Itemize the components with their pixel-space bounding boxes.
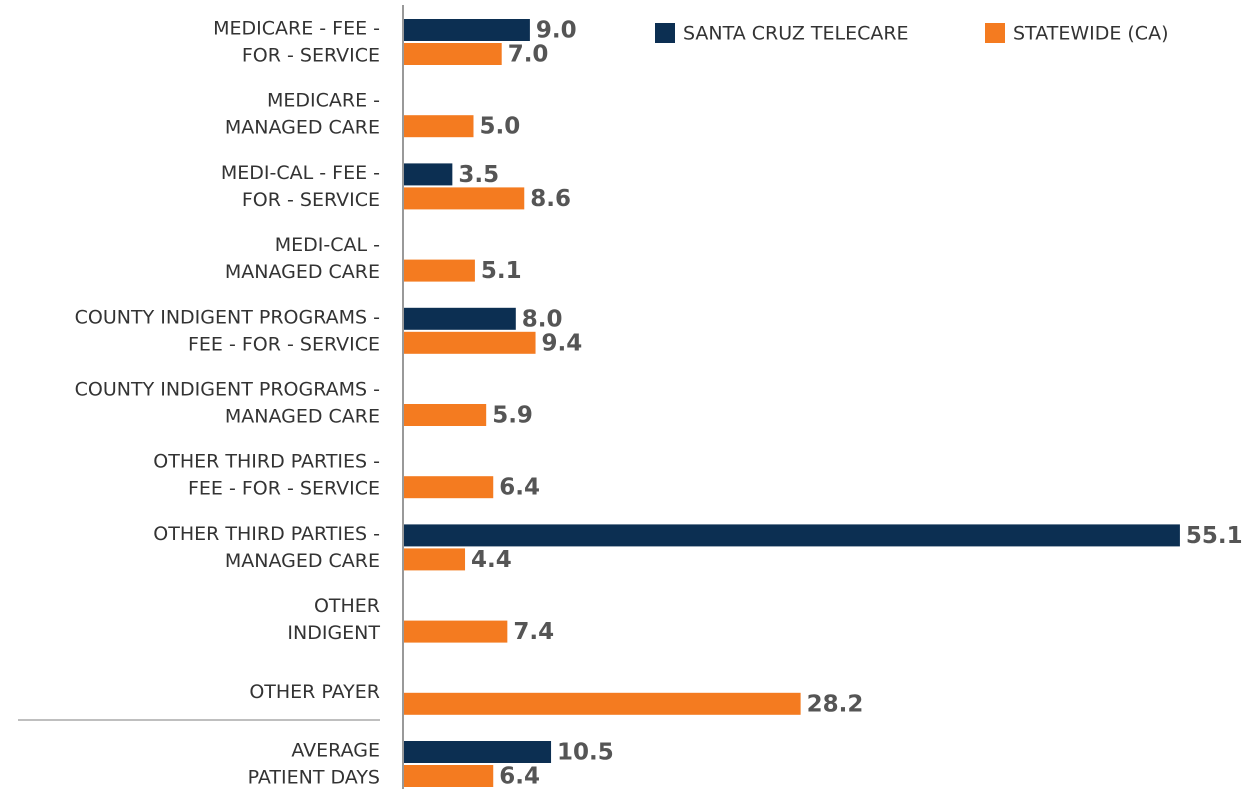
category-label-line: PATIENT DAYS (248, 766, 380, 788)
category-label: OTHER INDIGENT (287, 595, 380, 644)
value-label: 5.9 (492, 403, 533, 429)
category-label: OTHER THIRD PARTIES - FEE - FOR - SERVICE (153, 450, 380, 499)
bar (403, 404, 487, 426)
legend-label: STATEWIDE (CA) (1013, 23, 1168, 45)
value-label: 9.0 (536, 18, 577, 44)
category-label-line: MEDICARE - (267, 89, 380, 111)
category-label-line: MEDI-CAL - (275, 234, 380, 256)
value-label: 6.4 (499, 764, 540, 789)
value-label: 9.4 (542, 330, 583, 356)
legend-swatch (985, 23, 1005, 43)
bar (403, 476, 494, 499)
category-label: MEDICARE - MANAGED CARE (225, 89, 380, 138)
category-label-line: OTHER THIRD PARTIES - (153, 522, 380, 544)
category-label: MEDI-CAL - MANAGED CARE (225, 234, 380, 283)
category-label-line: MEDI-CAL - FEE - (221, 161, 380, 183)
bar (403, 259, 475, 282)
category-label: COUNTY INDIGENT PROGRAMS - MANAGED CARE (75, 378, 380, 427)
category-label-line: MANAGED CARE (225, 116, 380, 138)
value-label: 5.1 (481, 258, 522, 284)
bar (403, 620, 508, 643)
category-label: COUNTY INDIGENT PROGRAMS - FEE - FOR - SE… (75, 306, 380, 355)
category-label-line: COUNTY INDIGENT PROGRAMS - (75, 378, 380, 400)
category-label: AVERAGE PATIENT DAYS (248, 739, 380, 788)
category-label-line: OTHER PAYER (249, 680, 380, 702)
bar (403, 692, 801, 715)
bar (403, 43, 502, 65)
bar (403, 187, 525, 210)
category-label-line: MEDICARE - FEE - (213, 17, 380, 39)
bar (403, 307, 516, 330)
bar (403, 524, 1180, 547)
value-label: 6.4 (499, 475, 540, 501)
category-label-line: AVERAGE (291, 739, 380, 761)
bar (403, 765, 494, 787)
bar (403, 331, 536, 354)
bar (403, 163, 453, 186)
legend-label: SANTA CRUZ TELECARE (683, 23, 909, 45)
category-label-line: FOR - SERVICE (242, 188, 380, 210)
category-label: OTHER THIRD PARTIES - MANAGED CARE (153, 522, 380, 571)
value-label: 10.5 (557, 740, 614, 766)
bar (403, 548, 466, 571)
category-label: MEDI-CAL - FEE - FOR - SERVICE (221, 161, 380, 210)
value-label: 4.4 (471, 547, 512, 573)
category-label-line: COUNTY INDIGENT PROGRAMS - (75, 306, 380, 328)
legend-swatch (655, 23, 675, 43)
category-label-line: FOR - SERVICE (242, 44, 380, 66)
category-label-line: FEE - FOR - SERVICE (188, 333, 380, 355)
category-label-line: OTHER (314, 595, 380, 617)
category-label-line: MANAGED CARE (225, 405, 380, 427)
bar (403, 741, 552, 763)
category-label-line: MANAGED CARE (225, 549, 380, 571)
value-label: 8.6 (530, 186, 571, 212)
value-label: 8.0 (522, 306, 563, 332)
value-label: 7.4 (513, 619, 554, 645)
value-label: 7.0 (508, 42, 549, 68)
value-label: 55.1 (1186, 523, 1243, 549)
bar (403, 19, 530, 41)
category-label-line: FEE - FOR - SERVICE (188, 477, 380, 499)
value-label: 28.2 (807, 691, 864, 717)
category-label-line: INDIGENT (287, 622, 380, 644)
category-label-line: MANAGED CARE (225, 261, 380, 283)
value-label: 5.0 (480, 114, 521, 140)
category-label-line: OTHER THIRD PARTIES - (153, 450, 380, 472)
value-label: 3.5 (458, 162, 499, 188)
bar (403, 115, 474, 138)
category-label: MEDICARE - FEE - FOR - SERVICE (213, 17, 380, 66)
category-label: OTHER PAYER (249, 680, 380, 702)
